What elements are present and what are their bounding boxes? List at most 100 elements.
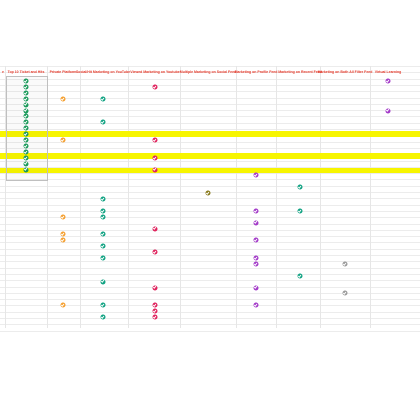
column-header-c3[interactable]: Social/Hit Marketing on YouTube	[75, 70, 131, 74]
grid-row-line	[0, 147, 420, 149]
spreadsheet-grid	[0, 66, 420, 332]
checkmark-icon	[152, 167, 158, 172]
grid-column-line	[370, 66, 371, 328]
grid-column-line	[236, 66, 237, 328]
column-header-c6[interactable]: Marketing on Profile Feed	[234, 70, 278, 74]
grid-row-line	[0, 91, 420, 93]
checkmark-icon	[152, 155, 158, 161]
grid-row-line	[0, 72, 420, 74]
highlighted-row[interactable]	[0, 153, 420, 159]
column-header-c8[interactable]: Marketing on Both All Filter Feed	[317, 70, 373, 74]
checkmark-icon	[23, 125, 29, 131]
checkmark-icon	[23, 167, 29, 172]
grid-column-line	[80, 66, 81, 328]
checkmark-icon	[60, 137, 66, 143]
grid-column-line	[128, 66, 129, 328]
checkmark-icon	[60, 302, 66, 308]
checkmark-icon	[152, 285, 158, 290]
checkmark-icon	[253, 255, 259, 261]
grid-row-line	[0, 255, 420, 256]
checkmark-icon	[253, 285, 259, 290]
grid-row-line	[0, 292, 420, 294]
checkmark-icon	[297, 184, 303, 190]
checkmark-icon	[23, 84, 29, 90]
checkmark-icon	[60, 96, 66, 102]
checkmark-icon	[100, 119, 106, 125]
checkmark-icon	[100, 243, 106, 249]
grid-row-line	[0, 248, 420, 250]
grid-row-line	[0, 122, 420, 124]
grid-column-line	[47, 66, 48, 328]
grid-row-line	[0, 280, 420, 282]
checkmark-icon	[253, 172, 259, 178]
highlighted-row[interactable]	[0, 168, 420, 173]
checkmark-icon	[100, 208, 106, 214]
checkmark-icon	[23, 119, 29, 125]
checkmark-icon	[152, 137, 158, 143]
column-header-c4[interactable]: Viewed Marketing on Youtube	[130, 70, 180, 74]
checkmark-icon	[100, 196, 106, 202]
grid-row-line	[0, 78, 420, 80]
checkmark-icon	[23, 113, 29, 119]
grid-row-line	[0, 286, 420, 288]
grid-row-line	[0, 324, 420, 326]
checkmark-icon	[342, 261, 348, 267]
grid-row-line	[0, 210, 420, 212]
grid-row-line	[0, 166, 420, 168]
checkmark-icon	[205, 190, 211, 196]
grid-row-line	[0, 311, 420, 313]
checkmark-icon	[297, 208, 303, 214]
checkmark-icon	[253, 208, 259, 214]
grid-row-line	[0, 236, 420, 238]
grid-row-line	[0, 84, 420, 86]
grid-row-line	[0, 97, 420, 99]
grid-row-line	[0, 160, 420, 162]
grid-row-line	[0, 261, 420, 263]
checkmark-icon	[23, 161, 29, 167]
grid-row-line	[0, 318, 420, 319]
column-header-c7[interactable]: Marketing on Recent Feed	[278, 70, 322, 74]
grid-row-line	[0, 103, 420, 105]
checkmark-icon	[23, 90, 29, 96]
checkmark-icon	[100, 302, 106, 308]
checkmark-icon	[253, 302, 259, 308]
checkmark-icon	[100, 314, 106, 320]
column-header-c5[interactable]: Multiple Marketing on Social Feed	[179, 70, 237, 74]
grid-row-line	[0, 223, 420, 225]
grid-column-line	[320, 66, 321, 328]
highlighted-row[interactable]	[0, 131, 420, 137]
grid-row-line	[0, 141, 420, 143]
grid-row-line	[0, 116, 420, 118]
grid-column-line	[276, 66, 277, 328]
checkmark-icon	[100, 231, 106, 237]
cell-selection-range[interactable]	[6, 76, 48, 181]
grid-row-line	[0, 66, 420, 67]
grid-row-line	[0, 299, 420, 301]
grid-row-line	[0, 330, 420, 332]
checkmark-icon	[385, 108, 391, 113]
grid-row-line	[0, 173, 420, 175]
checkmark-icon	[23, 78, 29, 84]
checkmark-icon	[152, 249, 158, 255]
checkmark-icon	[100, 214, 106, 220]
checkmark-icon	[253, 237, 259, 243]
grid-row-line	[0, 242, 420, 244]
checkmark-icon	[60, 231, 66, 237]
checkmark-icon	[23, 149, 29, 155]
checkmark-icon	[152, 308, 158, 314]
checkmark-icon	[152, 226, 158, 231]
grid-row-line	[0, 229, 420, 231]
checkmark-icon	[100, 279, 106, 285]
checkmark-icon	[23, 108, 29, 113]
checkmark-icon	[60, 237, 66, 243]
checkmark-icon	[23, 96, 29, 102]
grid-row-line	[0, 198, 420, 200]
grid-row-line	[0, 305, 420, 307]
column-header-c0[interactable]: e	[2, 70, 4, 74]
grid-row-line	[0, 217, 420, 219]
column-header-c2[interactable]: Private Platform	[49, 70, 77, 74]
column-header-c9[interactable]: Virtual Learning	[374, 70, 402, 74]
checkmark-icon	[253, 261, 259, 267]
column-header-c1[interactable]: Top 10 Ticket and Hits	[7, 70, 45, 74]
checkmark-icon	[152, 302, 158, 308]
